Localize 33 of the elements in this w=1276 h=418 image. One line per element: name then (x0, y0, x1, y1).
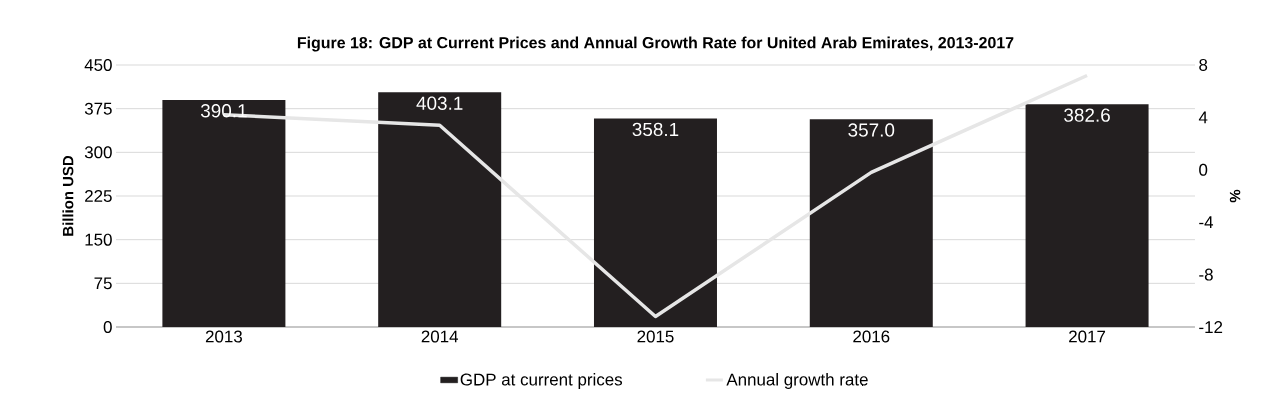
y-axis-title: Billion USD (62, 155, 74, 236)
y2-tick-label: 4 (1198, 111, 1208, 124)
data-label: 403.1 (416, 96, 463, 110)
y-tick-label: 0 (103, 321, 112, 333)
y-tick-label: 375 (84, 102, 112, 115)
y2-axis-title: % (1229, 189, 1241, 203)
data-label: 390.1 (200, 104, 247, 118)
chart-title: Figure 18: GDP at Current Prices and Annual Growth Rate for United Arab Emirates, 2013-2017 (297, 36, 1014, 52)
y-tick-label: 75 (94, 277, 112, 290)
bar (809, 119, 933, 327)
x-tick-label: 2016 (853, 330, 890, 343)
legend-label: Annual growth rate (726, 373, 868, 389)
data-label: 358.1 (632, 122, 679, 137)
y2-tick-label: 8 (1199, 59, 1208, 71)
bar (1025, 104, 1149, 327)
y-tick-label: 150 (85, 233, 112, 246)
x-tick-label: 2013 (205, 330, 242, 343)
x-tick-label: 2017 (1069, 330, 1106, 343)
y2-tick-label: -4 (1199, 216, 1214, 229)
y2-tick-label: -12 (1199, 321, 1223, 333)
y-tick-label: 450 (84, 59, 112, 71)
data-label: 357.0 (848, 123, 895, 137)
bar (593, 118, 717, 327)
bar (378, 92, 502, 327)
legend-label: GDP at current prices (460, 373, 623, 389)
bar (162, 99, 286, 327)
data-label: 382.6 (1064, 108, 1110, 122)
x-tick-label: 2014 (421, 330, 459, 343)
x-tick-label: 2015 (637, 330, 674, 343)
y-tick-label: 225 (85, 190, 112, 202)
y-tick-label: 300 (84, 146, 112, 159)
y2-tick-label: -8 (1199, 268, 1213, 281)
y2-tick-label: 0 (1199, 163, 1208, 176)
